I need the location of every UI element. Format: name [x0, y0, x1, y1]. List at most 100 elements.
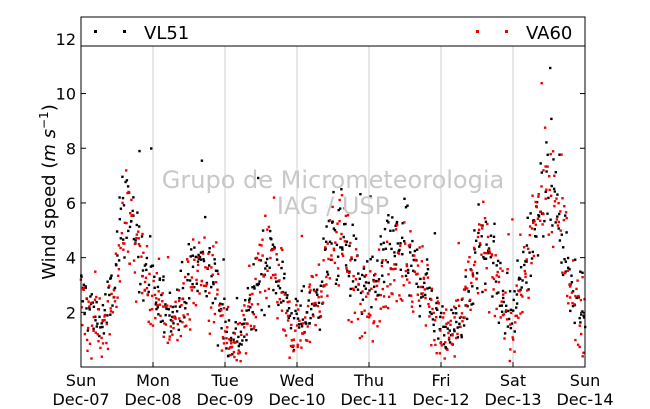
data-point	[316, 304, 320, 308]
data-point	[537, 195, 540, 198]
data-point	[295, 324, 299, 327]
data-point	[142, 299, 145, 302]
data-point	[346, 214, 350, 217]
data-point	[113, 286, 117, 290]
data-point	[230, 345, 234, 349]
data-point	[83, 332, 87, 336]
data-point	[227, 347, 231, 350]
data-point	[481, 290, 484, 294]
data-point	[310, 307, 313, 311]
data-point	[420, 260, 423, 263]
data-point	[100, 355, 103, 358]
data-point	[468, 256, 471, 259]
data-point	[100, 322, 103, 325]
data-point	[491, 295, 494, 298]
data-point	[103, 313, 107, 317]
data-point	[281, 260, 284, 263]
data-point	[213, 262, 217, 265]
data-point	[274, 292, 278, 295]
data-point	[162, 278, 165, 282]
data-point	[507, 233, 510, 236]
data-point	[501, 289, 505, 293]
data-point	[475, 271, 479, 275]
data-point	[377, 278, 381, 281]
data-point	[405, 264, 409, 268]
data-point	[117, 259, 121, 262]
data-point	[488, 248, 491, 252]
data-point	[300, 234, 304, 238]
data-point	[147, 283, 151, 287]
data-point	[370, 287, 373, 290]
data-point	[546, 153, 549, 156]
data-point	[286, 300, 289, 304]
data-point	[174, 317, 177, 320]
data-point	[143, 264, 147, 267]
data-point	[135, 300, 138, 303]
data-point	[297, 308, 300, 311]
data-point	[231, 353, 234, 356]
data-point	[413, 249, 417, 253]
data-point	[350, 257, 353, 260]
data-point	[381, 274, 384, 277]
data-point	[108, 284, 111, 287]
data-point	[248, 299, 251, 302]
data-point	[462, 324, 466, 327]
data-point	[204, 215, 207, 219]
data-point	[280, 247, 283, 250]
data-point	[385, 240, 389, 243]
data-point	[354, 285, 358, 289]
x-tick-label-date: Dec-09	[196, 390, 253, 409]
data-point	[511, 336, 514, 339]
data-point	[564, 260, 567, 263]
data-point	[292, 350, 295, 353]
data-point	[484, 220, 488, 223]
data-point	[339, 237, 342, 240]
data-point	[223, 297, 226, 300]
data-point	[382, 248, 385, 251]
data-point	[515, 293, 519, 296]
data-point	[363, 309, 366, 312]
data-point	[571, 290, 575, 293]
data-point	[332, 249, 336, 252]
data-point	[478, 245, 481, 248]
data-point	[243, 318, 246, 321]
data-point	[267, 225, 271, 229]
data-point	[211, 273, 214, 276]
data-point	[389, 229, 392, 232]
data-point	[330, 254, 333, 257]
data-point	[266, 269, 269, 272]
data-point	[180, 260, 184, 264]
data-point	[513, 350, 516, 353]
data-point	[409, 251, 412, 254]
data-point	[343, 240, 347, 243]
data-point	[249, 306, 252, 309]
data-point	[187, 273, 190, 276]
data-point	[133, 242, 137, 246]
data-point	[469, 298, 472, 302]
data-point	[521, 295, 524, 298]
data-point	[502, 296, 505, 300]
data-point	[332, 190, 335, 194]
data-point	[212, 245, 215, 248]
data-point	[394, 263, 398, 266]
data-point	[188, 279, 192, 282]
data-point	[519, 266, 523, 269]
data-point	[439, 315, 442, 319]
data-point	[546, 165, 549, 168]
data-point	[384, 259, 388, 262]
data-point	[509, 311, 513, 315]
data-point	[376, 325, 379, 328]
data-point	[287, 316, 290, 320]
data-point	[93, 298, 97, 301]
data-point	[125, 179, 129, 182]
data-point	[577, 294, 580, 298]
data-point	[204, 290, 207, 293]
data-point	[305, 322, 308, 325]
data-point	[96, 333, 99, 336]
data-point	[280, 291, 283, 294]
data-point	[117, 244, 121, 247]
data-point	[464, 275, 467, 278]
data-point	[435, 316, 438, 319]
data-point	[194, 304, 198, 307]
data-point	[221, 314, 224, 317]
